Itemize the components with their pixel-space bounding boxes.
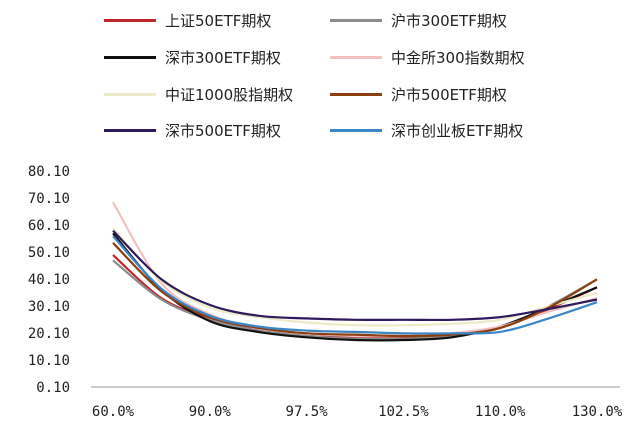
legend-swatch xyxy=(330,18,382,22)
legend-label: 中证1000股指期权 xyxy=(165,85,294,104)
x-tick-label: 102.5% xyxy=(378,404,429,420)
y-tick-label: 20.10 xyxy=(28,326,70,342)
legend-label: 上证50ETF期权 xyxy=(165,11,272,30)
y-tick-label: 80.10 xyxy=(28,164,70,180)
legend-swatch xyxy=(330,92,382,96)
legend-swatch xyxy=(104,18,156,22)
legend-item-sz500-etf: 深市500ETF期权 xyxy=(104,117,281,143)
x-tick-label: 60.0% xyxy=(92,404,135,420)
legend-label: 沪市300ETF期权 xyxy=(391,11,507,30)
series-line-1 xyxy=(112,259,598,341)
legend-swatch xyxy=(104,92,156,96)
legend-label: 深市500ETF期权 xyxy=(165,121,281,140)
legend-item-csi1000-index: 中证1000股指期权 xyxy=(104,81,293,107)
y-tick-label: 10.10 xyxy=(28,353,70,369)
legend-label: 中金所300指数期权 xyxy=(391,48,525,67)
x-axis: 60.0% 90.0% 97.5% 102.5% 110.0% 130.0% xyxy=(92,404,623,420)
y-tick-label: 30.10 xyxy=(28,299,70,315)
series-line-6 xyxy=(112,229,598,322)
x-tick-label: 97.5% xyxy=(286,404,329,420)
legend-item-cffex300-index: 中金所300指数期权 xyxy=(330,44,525,70)
legend-item-chinext-etf: 深市创业板ETF期权 xyxy=(330,117,523,143)
x-tick-label: 130.0% xyxy=(572,404,623,420)
legend-item-sh500-etf: 沪市500ETF期权 xyxy=(330,81,507,107)
x-tick-label: 90.0% xyxy=(189,404,232,420)
y-tick-label: 60.10 xyxy=(28,218,70,234)
series-group xyxy=(112,201,598,342)
series-line-5 xyxy=(112,242,598,338)
y-tick-label: 40.10 xyxy=(28,272,70,288)
series-line-3 xyxy=(112,201,598,338)
legend-swatch xyxy=(104,55,156,59)
legend-swatch xyxy=(330,128,382,132)
legend-label: 深市创业板ETF期权 xyxy=(391,121,524,140)
legend-item-sz300-etf: 深市300ETF期权 xyxy=(104,44,281,70)
legend-item-sh300-etf: 沪市300ETF期权 xyxy=(330,7,507,33)
legend-label: 沪市500ETF期权 xyxy=(391,85,507,104)
y-tick-label: 50.10 xyxy=(28,245,70,261)
legend-swatch xyxy=(104,128,156,132)
series-line-4 xyxy=(112,227,598,327)
y-axis: 0.10 10.10 20.10 30.10 40.10 50.10 60.10 70.10 8… xyxy=(28,164,70,396)
legend-item-sse50-etf: 上证50ETF期权 xyxy=(104,7,271,33)
legend-swatch xyxy=(330,55,382,59)
series-line-7 xyxy=(112,235,598,335)
legend: 上证50ETF期权 沪市300ETF期权 深市300ETF期权 中金所300指数… xyxy=(0,0,624,150)
y-tick-label: 70.10 xyxy=(28,191,70,207)
x-tick-label: 110.0% xyxy=(475,404,526,420)
legend-label: 深市300ETF期权 xyxy=(165,48,281,67)
y-tick-label: 0.10 xyxy=(36,380,70,396)
